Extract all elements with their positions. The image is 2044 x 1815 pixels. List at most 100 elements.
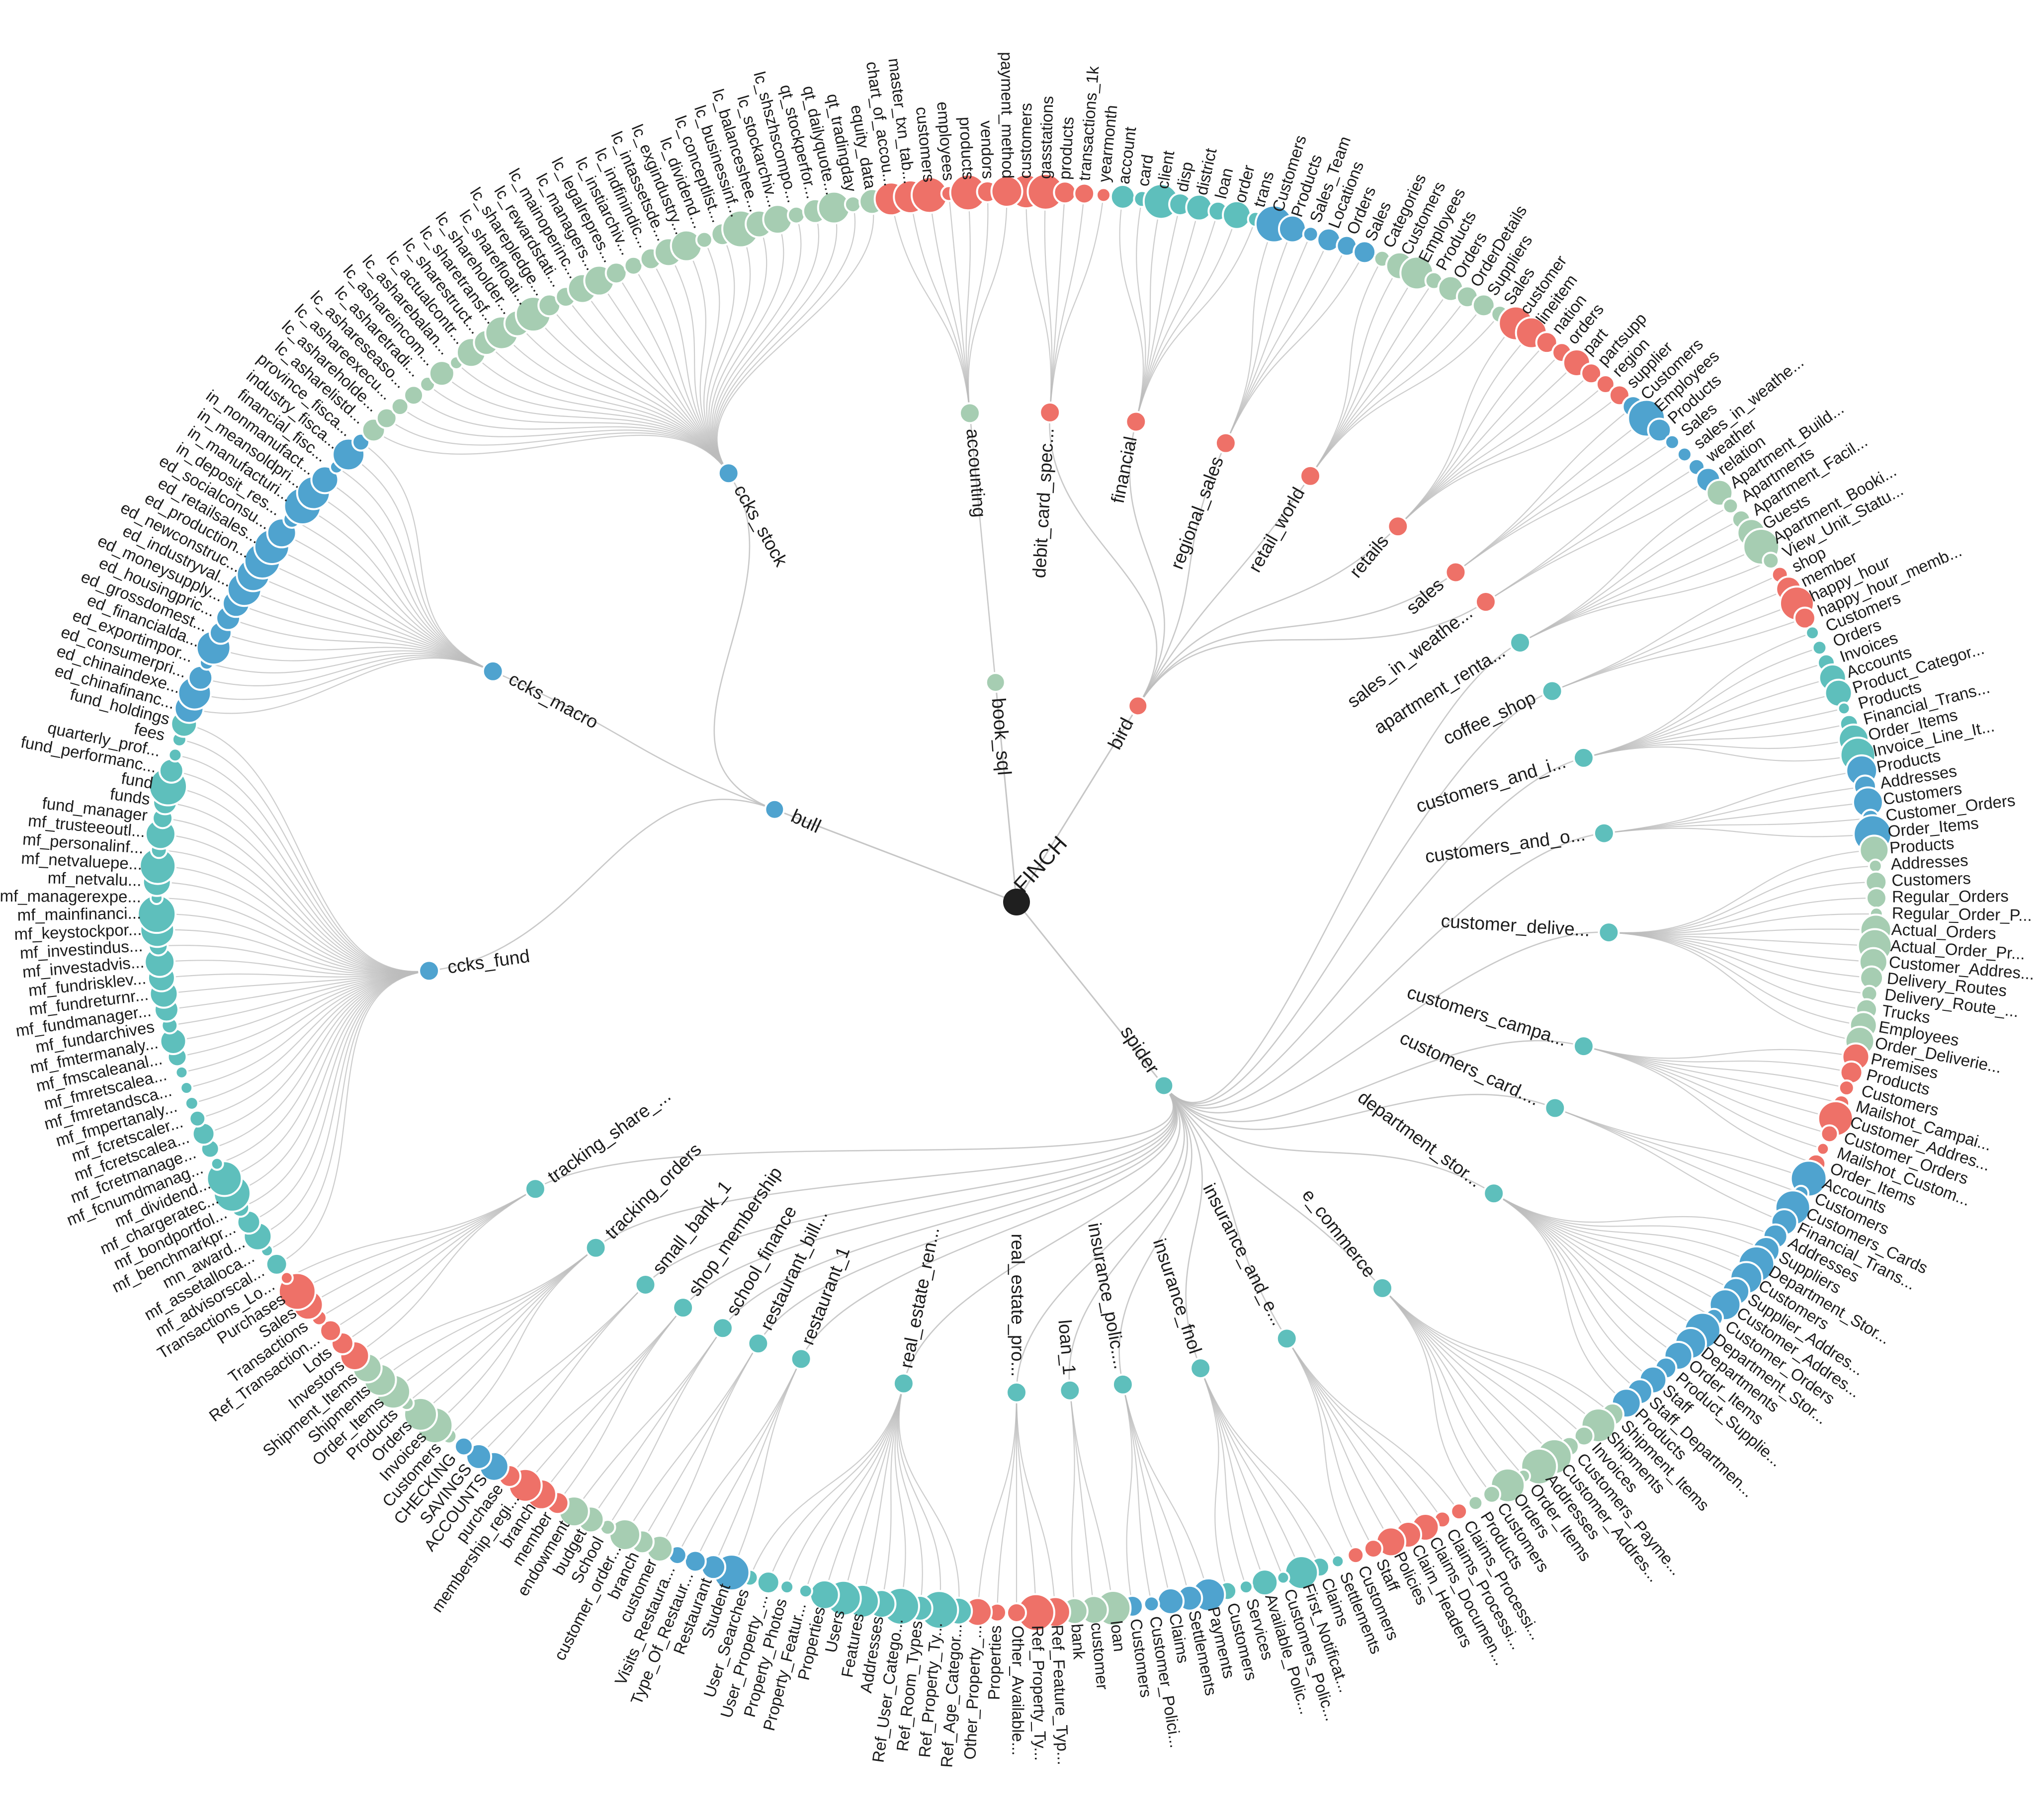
leaf-node[interactable] [1450,1502,1468,1521]
leaf-node[interactable] [1722,497,1739,515]
leaf-node[interactable] [158,757,184,784]
group-node-customers_card[interactable] [1544,1097,1566,1119]
leaf-node[interactable] [1006,1602,1027,1623]
group-node-insurance_fnol[interactable] [1190,1357,1212,1380]
leaf-node[interactable] [762,204,793,235]
group-node-sales_in_weather[interactable] [1474,591,1497,613]
group-node-restaurant_1[interactable] [790,1348,812,1370]
group-node-financial[interactable] [1125,411,1147,433]
leaf-node[interactable] [1816,1142,1830,1156]
leaf-node[interactable] [683,1550,707,1573]
group-node-ccks_fund[interactable] [418,960,440,982]
leaf-node[interactable] [1353,240,1377,264]
leaf-node[interactable] [798,1583,813,1599]
leaf-node[interactable] [604,261,628,285]
leaf-node[interactable] [1363,1539,1383,1559]
group-node-coffee_shop[interactable] [1541,680,1563,702]
leaf-node[interactable] [168,747,183,763]
group-node-tracking_orders[interactable] [585,1237,607,1259]
group-node-customer_deliveries[interactable] [1598,921,1620,944]
branch-node-book_sql[interactable] [985,672,1006,693]
group-node-retail_world[interactable] [1299,465,1322,487]
group-node-debit[interactable] [1039,401,1061,423]
leaf-node[interactable] [1238,1579,1254,1595]
leaf-node[interactable] [390,397,410,416]
leaf-node[interactable] [375,407,398,429]
leaf-node[interactable] [210,1156,224,1171]
group-node-real_estate_ren[interactable] [892,1372,915,1395]
group-node-insurance_policies[interactable] [1111,1373,1134,1396]
leaf-node[interactable] [1762,552,1780,570]
leaf-node[interactable] [179,1080,194,1095]
leaf-node[interactable] [1331,1554,1345,1568]
leaf-node[interactable] [1222,200,1252,230]
leaf-node[interactable] [1837,701,1851,716]
leaf-node[interactable] [786,205,806,225]
leaf-node[interactable] [844,195,862,214]
leaf-node[interactable] [1276,1570,1290,1585]
group-node-department_store[interactable] [1483,1182,1505,1205]
group-node-customers_campaigns[interactable] [1572,1035,1595,1058]
group-node-e_commerce[interactable] [1371,1277,1393,1299]
leaf-node[interactable] [695,231,713,249]
leaf-node[interactable] [1347,1546,1365,1565]
leaf-node[interactable] [279,1271,294,1285]
leaf-node[interactable] [1573,1425,1595,1447]
leaf-node[interactable] [265,1252,288,1276]
leaf-node[interactable] [1811,640,1828,656]
group-node-restaurant_bill[interactable] [747,1332,769,1355]
leaf-node[interactable] [1664,434,1680,450]
leaf-node[interactable] [453,1436,474,1457]
leaf-node[interactable] [1647,417,1672,443]
leaf-node[interactable] [1595,374,1616,395]
branch-node-bird[interactable] [1127,695,1149,717]
leaf-node[interactable] [1143,1595,1160,1613]
leaf-node[interactable] [1676,446,1693,463]
group-node-insurance_and_e[interactable] [1276,1327,1298,1350]
group-node-school_finance[interactable] [711,1317,734,1339]
leaf-node[interactable] [1868,858,1883,874]
leaf-node[interactable] [779,1579,795,1595]
leaf-node[interactable] [184,1095,199,1111]
leaf-node[interactable] [1824,678,1853,708]
group-node-customers_and_o[interactable] [1593,822,1615,844]
leaf-node[interactable] [1535,331,1558,354]
leaf-node[interactable] [1096,187,1112,203]
group-node-apartment_rentals[interactable] [1509,632,1532,654]
leaf-node[interactable] [1865,887,1887,909]
leaf-node[interactable] [319,1319,342,1342]
leaf-node[interactable] [1838,1079,1855,1096]
group-node-tracking_share[interactable] [524,1178,546,1200]
branch-node-spider[interactable] [1153,1075,1175,1096]
leaf-node[interactable] [1793,606,1816,630]
leaf-node[interactable] [1156,1587,1185,1615]
leaf-node[interactable] [1251,1568,1279,1597]
leaf-node[interactable] [1820,1124,1839,1144]
leaf-node[interactable] [1302,226,1319,243]
leaf-node[interactable] [1482,1485,1502,1504]
leaf-node[interactable] [809,1579,840,1610]
leaf-node[interactable] [403,385,425,406]
group-node-small_bank_1[interactable] [634,1273,657,1296]
leaf-node[interactable] [756,1570,780,1595]
leaf-node[interactable] [428,360,455,387]
group-node-customers_and_i[interactable] [1572,746,1595,769]
group-node-sales[interactable] [1445,561,1467,583]
leaf-node[interactable] [188,1109,207,1128]
leaf-node[interactable] [1467,1495,1484,1511]
leaf-node[interactable] [1185,193,1213,222]
group-node-ccks_stock[interactable] [717,462,740,485]
leaf-node[interactable] [174,1065,189,1079]
group-node-regional_sales[interactable] [1214,432,1237,454]
leaf-node[interactable] [310,465,340,495]
group-node-retails[interactable] [1387,515,1409,538]
branch-node-bull[interactable] [764,799,785,820]
leaf-node[interactable] [1580,362,1603,385]
group-node-accounting[interactable] [959,402,981,424]
group-node-loan_1[interactable] [1059,1379,1081,1402]
leaf-node[interactable] [1278,214,1307,244]
group-node-ccks_macro[interactable] [482,660,504,682]
leaf-node[interactable] [990,175,1023,208]
leaf-node[interactable] [1805,625,1820,641]
leaf-node[interactable] [1471,293,1496,318]
